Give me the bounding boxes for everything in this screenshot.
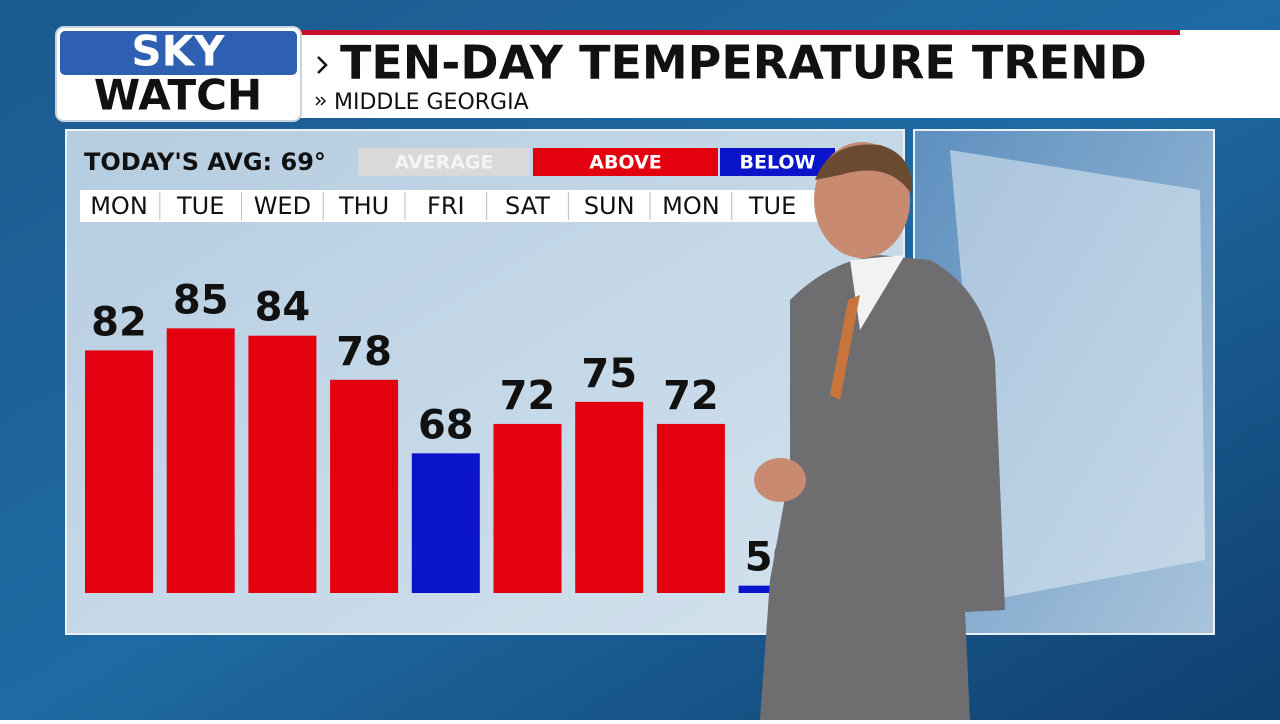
bar: [411, 453, 480, 593]
legend-label: ABOVE: [589, 152, 662, 174]
day-label: TUE: [176, 192, 224, 220]
day-strip: [80, 190, 820, 222]
value-label: 85: [173, 277, 229, 323]
logo-top: [60, 31, 297, 75]
value-label: 78: [336, 329, 392, 375]
day-label: SUN: [584, 192, 635, 220]
value-label: 84: [255, 285, 311, 331]
today-average: TODAY'S AVG: 69°: [84, 148, 326, 176]
value-label: 72: [663, 373, 719, 419]
value-label: 75: [581, 351, 637, 397]
day-label: THU: [338, 192, 389, 220]
bar: [493, 423, 562, 593]
bar: [166, 328, 235, 593]
legend-label: AVERAGE: [394, 152, 493, 174]
legend-label: BELOW: [740, 152, 816, 174]
header-bar: [300, 30, 1280, 118]
day-label: SAT: [505, 192, 550, 220]
header-accent: [300, 30, 1180, 35]
bar: [330, 379, 399, 593]
bar: [248, 335, 317, 593]
bar: [656, 423, 725, 593]
logo-watch: WATCH: [94, 71, 262, 120]
presenter: [754, 142, 1005, 720]
bar: [85, 350, 153, 593]
day-label: MON: [90, 192, 148, 220]
day-label: FRI: [427, 192, 465, 220]
title: TEN-DAY TEMPERATURE TREND: [340, 36, 1147, 90]
day-label: WED: [254, 192, 311, 220]
legend-swatch: [358, 148, 530, 176]
chart: TODAY'S AVG: 69° AVERAGE ABOVE BELOW MON TUE W…: [84, 148, 835, 593]
title-arrow: [317, 56, 328, 74]
subtitle-arrow: [315, 96, 322, 106]
logo-sky: SKY: [131, 27, 225, 76]
legend-swatch: [720, 148, 835, 176]
value-label: 82: [91, 299, 147, 345]
subtitle: MIDDLE GEORGIA: [334, 90, 529, 115]
calendar-image: [950, 150, 1205, 600]
day-label: TUE: [748, 192, 796, 220]
subtitle-arrow: [320, 96, 327, 106]
value-label: 72: [500, 373, 556, 419]
bar: [575, 401, 644, 593]
legend-swatch: [533, 148, 718, 176]
value-label: 68: [418, 402, 474, 448]
day-label: MON: [662, 192, 720, 220]
